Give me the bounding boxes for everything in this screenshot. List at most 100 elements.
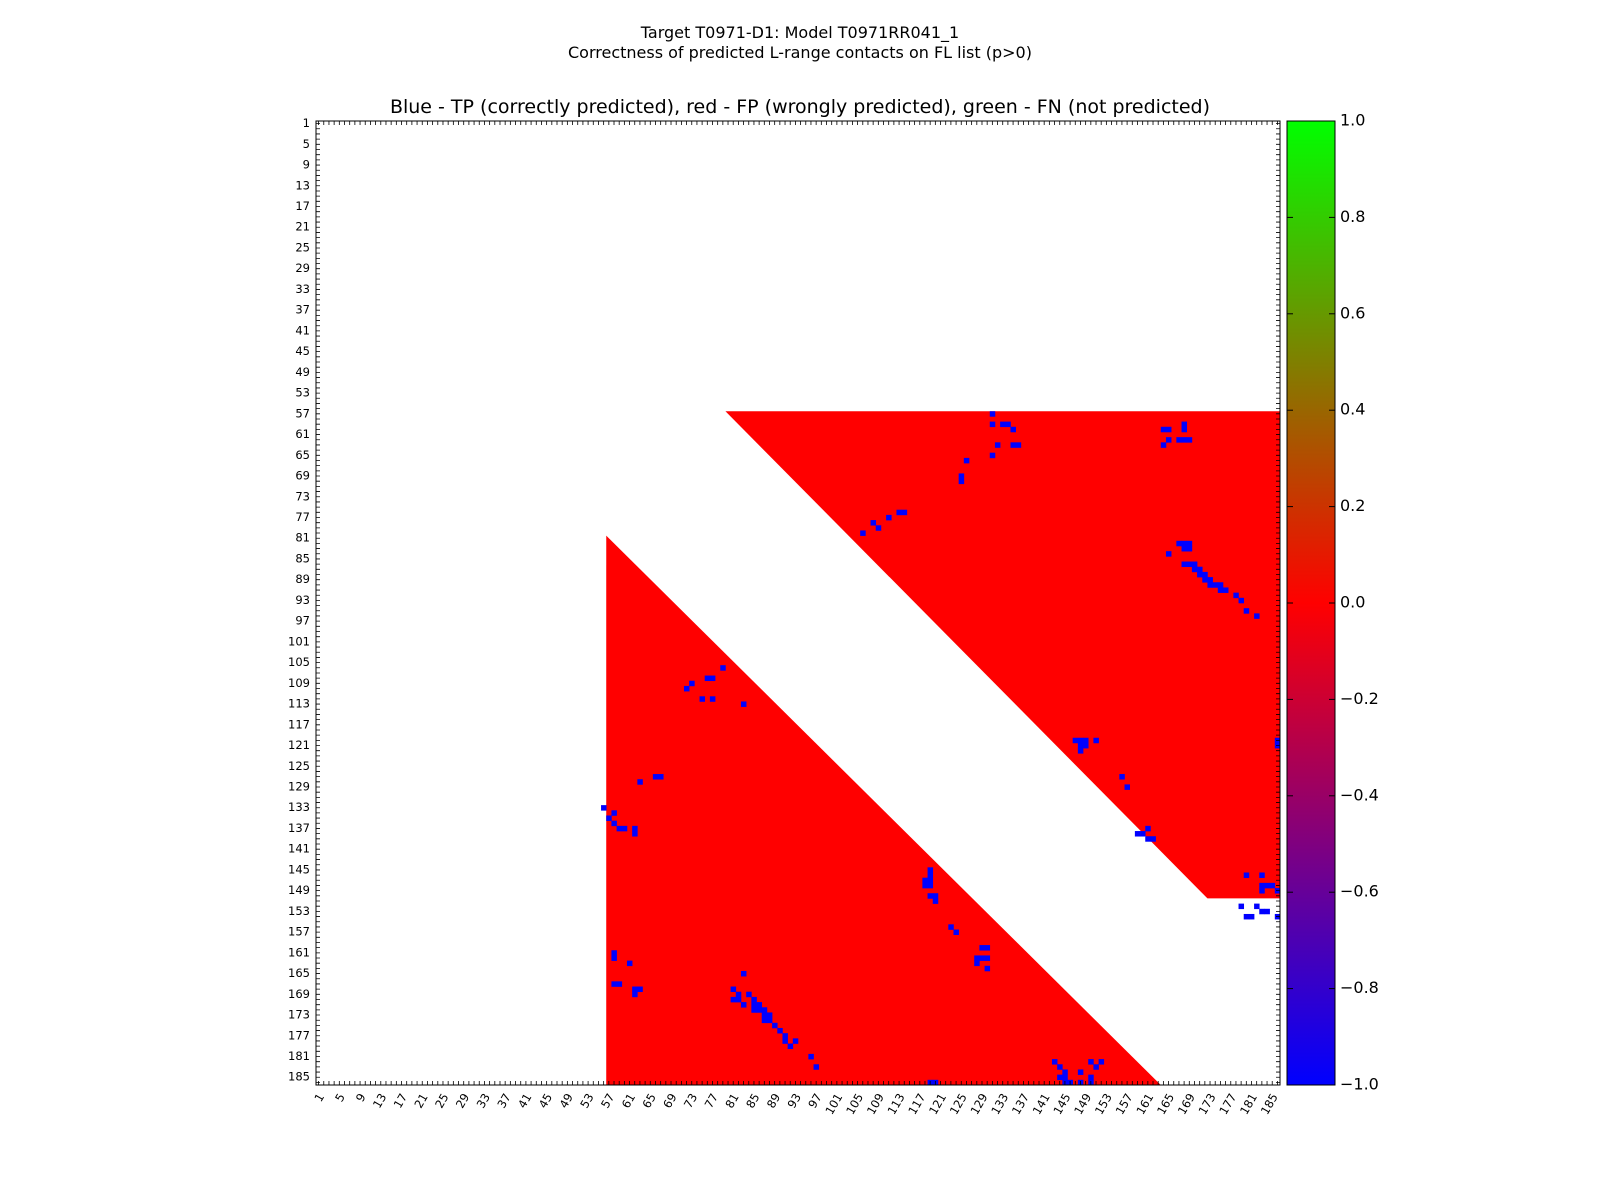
tp-cell <box>1243 872 1250 878</box>
tp-cell <box>683 685 690 692</box>
tp-cell <box>1243 608 1250 614</box>
tp-cell <box>1150 836 1156 842</box>
tp-cell <box>1062 1069 1068 1075</box>
tp-cell <box>704 675 711 682</box>
minor-tick-marks <box>316 121 1280 1085</box>
tp-cell <box>1077 742 1084 749</box>
y-tick-label: 125 <box>288 759 310 773</box>
tp-cell <box>1259 908 1265 915</box>
tp-cell <box>1217 582 1224 588</box>
y-tick-label: 17 <box>295 199 310 213</box>
x-tick-label: 97 <box>805 1091 824 1111</box>
tp-cell <box>932 893 939 899</box>
tp-cell <box>927 882 934 889</box>
tp-cell <box>1197 571 1203 578</box>
tp-cell <box>1238 597 1245 604</box>
tp-cell <box>787 1043 794 1050</box>
tp-cell <box>740 1002 747 1008</box>
x-tick-label: 81 <box>722 1091 741 1111</box>
tp-cell <box>637 779 643 785</box>
tp-cell <box>1176 437 1182 443</box>
tp-cell <box>632 986 638 993</box>
tp-cell <box>1181 540 1188 547</box>
tp-cell <box>1083 742 1089 749</box>
tp-cell <box>1181 561 1188 568</box>
tp-cell <box>1254 903 1260 910</box>
tp-cell <box>1264 908 1270 915</box>
y-tick-label: 29 <box>295 261 310 275</box>
y-tick-label: 45 <box>295 344 310 358</box>
tp-cell <box>1233 592 1239 599</box>
x-tick-label: 53 <box>577 1091 596 1111</box>
tp-cell <box>922 877 928 884</box>
tp-cell <box>1165 551 1172 557</box>
tp-cell <box>927 867 934 873</box>
y-tick-label: 41 <box>295 323 310 337</box>
tp-cell <box>1254 613 1260 619</box>
y-tick-label: 177 <box>288 1028 310 1042</box>
tp-cell <box>1176 540 1182 547</box>
tp-cell <box>1119 774 1125 780</box>
tp-cell <box>761 1012 768 1018</box>
tp-cell <box>632 825 638 832</box>
y-tick-label: 157 <box>288 925 310 939</box>
tp-cell <box>632 991 638 998</box>
x-tick-label: 153 <box>1092 1091 1115 1117</box>
tp-cell <box>979 955 985 961</box>
y-tick-label: 121 <box>288 738 310 752</box>
x-tick-label: 85 <box>743 1091 762 1111</box>
y-tick-label: 73 <box>295 489 310 503</box>
tp-cell <box>751 1002 757 1008</box>
tp-cell <box>735 996 742 1003</box>
y-tick-label: 77 <box>295 510 310 524</box>
tp-cell <box>1259 888 1265 894</box>
colorbar: 1.0 0.8 0.6 0.4 0.2 0.0 −0.2 −0.4 −0.6 −0.8 −1.0 <box>1286 111 1379 1094</box>
tp-cell <box>766 1017 773 1024</box>
tp-cell <box>948 924 954 930</box>
tp-cell <box>735 991 742 998</box>
fp-region-lower <box>606 535 1161 1085</box>
tp-cell <box>958 473 965 479</box>
tp-cell <box>927 893 934 899</box>
x-tick-label: 117 <box>905 1091 928 1117</box>
tp-cell <box>1191 561 1198 568</box>
x-tick-label: 177 <box>1216 1091 1239 1117</box>
y-tick-label: 9 <box>303 158 310 172</box>
tp-cell <box>1222 587 1229 593</box>
x-tick-label: 45 <box>536 1091 555 1111</box>
tp-cell <box>1248 913 1255 920</box>
x-tick-label: 145 <box>1050 1091 1073 1117</box>
tp-cell <box>699 696 706 702</box>
tp-cell <box>1077 737 1084 744</box>
tp-cell <box>927 872 934 878</box>
tp-cell <box>637 986 643 993</box>
tp-cell <box>1057 1074 1063 1081</box>
y-tick-label: 13 <box>295 178 310 192</box>
tp-cell <box>1062 1074 1068 1081</box>
colorbar-tick-label: −0.4 <box>1340 785 1379 804</box>
tp-cell <box>1217 587 1224 593</box>
y-tick-label: 25 <box>295 240 310 254</box>
tp-cell <box>1191 566 1198 573</box>
tp-cell <box>616 825 623 832</box>
tp-cell <box>984 965 991 972</box>
y-tick-label: 5 <box>303 137 310 151</box>
title-line-2: Correctness of predicted L-range contact… <box>568 43 1032 62</box>
x-tick-label: 73 <box>681 1091 700 1111</box>
tp-cell <box>792 1038 799 1044</box>
tp-cell <box>932 898 939 904</box>
tp-cell <box>1005 421 1011 428</box>
tp-cell <box>1238 903 1245 910</box>
y-tick-label: 37 <box>295 303 310 317</box>
tp-cell <box>740 970 747 977</box>
y-tick-label: 49 <box>295 365 310 379</box>
x-tick-label: 169 <box>1175 1091 1198 1117</box>
y-tick-label: 117 <box>288 717 310 731</box>
colorbar-tick-label: 0.0 <box>1340 593 1365 612</box>
x-tick-label: 25 <box>432 1091 451 1111</box>
x-tick-label: 1 <box>311 1091 327 1104</box>
x-tick-label: 13 <box>370 1091 389 1111</box>
colorbar-tick-label: 0.2 <box>1340 496 1365 515</box>
y-tick-label: 89 <box>295 572 310 586</box>
